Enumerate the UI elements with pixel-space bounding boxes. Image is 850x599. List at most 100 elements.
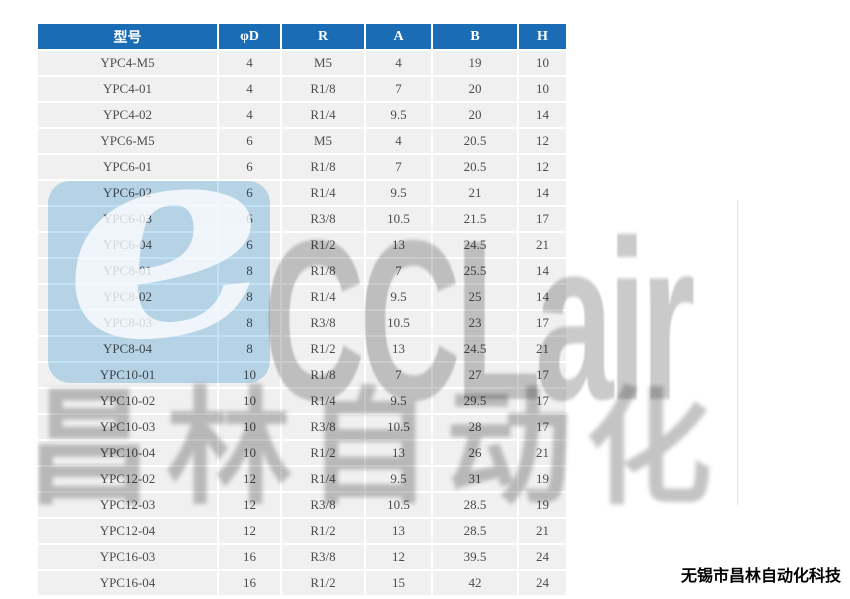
value-cell: R1/4 (282, 389, 364, 413)
value-cell: 10.5 (366, 207, 431, 231)
value-cell: 9.5 (366, 103, 431, 127)
column-header: B (433, 24, 517, 49)
value-cell: R1/2 (282, 441, 364, 465)
table-row: YPC6-M5 6 M5 4 20.5 12 (38, 129, 566, 153)
value-cell: 21 (433, 181, 517, 205)
value-cell: R1/2 (282, 519, 364, 543)
spec-table: 型号 φD R A B H YPC4-M5 4 M5 4 19 10 YPC4-01 4 R1/8 7 20 1… (36, 22, 568, 597)
value-cell: 24.5 (433, 233, 517, 257)
value-cell: 7 (366, 259, 431, 283)
value-cell: M5 (282, 129, 364, 153)
value-cell: 12 (219, 467, 280, 491)
value-cell: 13 (366, 337, 431, 361)
value-cell: 16 (219, 545, 280, 569)
model-cell: YPC4-M5 (38, 51, 217, 75)
value-cell: R1/4 (282, 285, 364, 309)
value-cell: 12 (366, 545, 431, 569)
value-cell: 25.5 (433, 259, 517, 283)
value-cell: 21 (519, 519, 566, 543)
value-cell: R3/8 (282, 311, 364, 335)
value-cell: 6 (219, 129, 280, 153)
model-cell: YPC16-03 (38, 545, 217, 569)
model-cell: YPC10-03 (38, 415, 217, 439)
value-cell: 13 (366, 519, 431, 543)
value-cell: 12 (519, 129, 566, 153)
value-cell: 10 (219, 415, 280, 439)
column-header: H (519, 24, 566, 49)
value-cell: R3/8 (282, 545, 364, 569)
table-row: YPC16-03 16 R3/8 12 39.5 24 (38, 545, 566, 569)
value-cell: R3/8 (282, 493, 364, 517)
value-cell: R1/8 (282, 363, 364, 387)
value-cell: R1/2 (282, 337, 364, 361)
value-cell: 17 (519, 207, 566, 231)
table-row: YPC10-02 10 R1/4 9.5 29.5 17 (38, 389, 566, 413)
value-cell: 12 (219, 519, 280, 543)
value-cell: R1/4 (282, 103, 364, 127)
value-cell: 17 (519, 389, 566, 413)
table-row: YPC10-03 10 R3/8 10.5 28 17 (38, 415, 566, 439)
value-cell: 24.5 (433, 337, 517, 361)
value-cell: 42 (433, 571, 517, 595)
value-cell: 31 (433, 467, 517, 491)
value-cell: 10.5 (366, 311, 431, 335)
value-cell: 19 (519, 467, 566, 491)
value-cell: 13 (366, 441, 431, 465)
value-cell: 10 (519, 51, 566, 75)
value-cell: 4 (366, 51, 431, 75)
value-cell: 21 (519, 441, 566, 465)
column-header: 型号 (38, 24, 217, 49)
table-row: YPC4-01 4 R1/8 7 20 10 (38, 77, 566, 101)
model-cell: YPC4-01 (38, 77, 217, 101)
value-cell: 17 (519, 363, 566, 387)
value-cell: 28 (433, 415, 517, 439)
value-cell: 15 (366, 571, 431, 595)
table-body: YPC4-M5 4 M5 4 19 10 YPC4-01 4 R1/8 7 20 10 YPC4-02 4… (38, 51, 566, 595)
column-header: φD (219, 24, 280, 49)
value-cell: 14 (519, 103, 566, 127)
table-row: YPC6-01 6 R1/8 7 20.5 12 (38, 155, 566, 179)
value-cell: 10 (519, 77, 566, 101)
value-cell: 29.5 (433, 389, 517, 413)
value-cell: 19 (519, 493, 566, 517)
company-name-text: 无锡市昌林自动化科技 (681, 568, 842, 585)
value-cell: 14 (519, 259, 566, 283)
value-cell: 7 (366, 363, 431, 387)
value-cell: 9.5 (366, 389, 431, 413)
value-cell: 12 (519, 155, 566, 179)
value-cell: 12 (219, 493, 280, 517)
value-cell: 14 (519, 285, 566, 309)
value-cell: 10 (219, 441, 280, 465)
brand-logo-background (48, 181, 270, 383)
value-cell: 28.5 (433, 493, 517, 517)
model-cell: YPC10-02 (38, 389, 217, 413)
model-cell: YPC12-02 (38, 467, 217, 491)
model-cell: YPC6-M5 (38, 129, 217, 153)
column-header: A (366, 24, 431, 49)
value-cell: 21.5 (433, 207, 517, 231)
model-cell: YPC12-03 (38, 493, 217, 517)
model-cell: YPC4-02 (38, 103, 217, 127)
value-cell: R1/8 (282, 77, 364, 101)
value-cell: R1/2 (282, 571, 364, 595)
column-header: R (282, 24, 364, 49)
value-cell: 26 (433, 441, 517, 465)
value-cell: R1/8 (282, 259, 364, 283)
value-cell: 27 (433, 363, 517, 387)
value-cell: 20 (433, 77, 517, 101)
model-cell: YPC6-01 (38, 155, 217, 179)
table-row: YPC4-02 4 R1/4 9.5 20 14 (38, 103, 566, 127)
value-cell: 4 (366, 129, 431, 153)
table-row: YPC10-04 10 R1/2 13 26 21 (38, 441, 566, 465)
value-cell: 9.5 (366, 181, 431, 205)
value-cell: R1/2 (282, 233, 364, 257)
value-cell: M5 (282, 51, 364, 75)
value-cell: 4 (219, 103, 280, 127)
value-cell: 17 (519, 415, 566, 439)
value-cell: 20.5 (433, 155, 517, 179)
value-cell: 20.5 (433, 129, 517, 153)
value-cell: 7 (366, 155, 431, 179)
value-cell: 19 (433, 51, 517, 75)
model-cell: YPC16-04 (38, 571, 217, 595)
value-cell: 10 (219, 389, 280, 413)
